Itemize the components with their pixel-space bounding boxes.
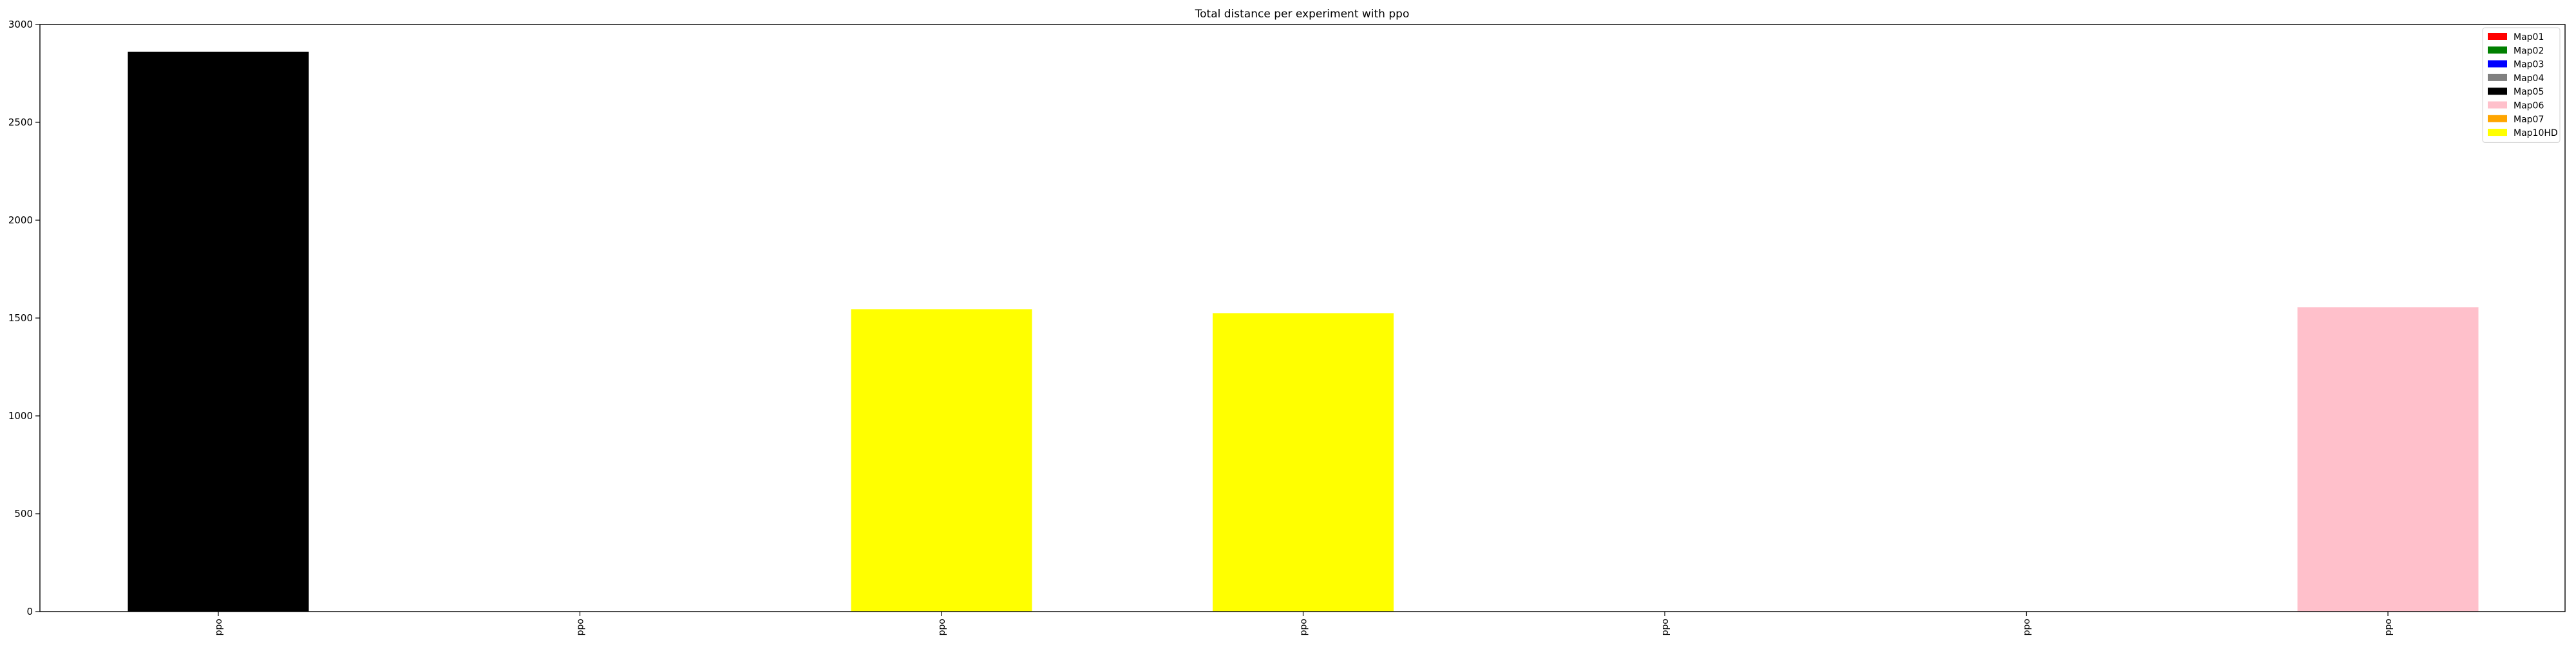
- y-tick-label: 2000: [8, 214, 33, 226]
- legend-swatch: [2488, 46, 2507, 54]
- x-tick-label: ppo: [576, 619, 586, 635]
- y-tick-label: 0: [26, 606, 33, 617]
- x-tick-label: ppo: [937, 619, 947, 635]
- x-tick-label: ppo: [214, 619, 224, 635]
- legend-label: Map10HD: [2514, 128, 2558, 138]
- legend-swatch: [2488, 33, 2507, 40]
- legend-label: Map03: [2514, 60, 2544, 70]
- bars-layer: [128, 52, 2479, 612]
- x-tick-label: ppo: [1660, 619, 1671, 635]
- legend-swatch: [2488, 115, 2507, 122]
- legend-box: [2482, 27, 2561, 143]
- plot-frame: [39, 24, 2566, 612]
- y-tick-label: 3000: [8, 19, 33, 30]
- bar: [2297, 307, 2479, 612]
- legend: Map01 Map02 Map03 Map04 Map05 Map06 Map07 Map10…: [2482, 27, 2561, 143]
- y-tick-label: 500: [14, 508, 33, 520]
- legend-swatch: [2488, 88, 2507, 95]
- legend-label: Map04: [2514, 73, 2544, 84]
- bar: [128, 52, 309, 612]
- legend-label: Map07: [2514, 115, 2544, 125]
- bar: [1213, 313, 1394, 612]
- x-tick-label: ppo: [1299, 619, 1309, 635]
- x-tick-label: ppo: [2383, 619, 2394, 635]
- chart-title: Total distance per experiment with ppo: [1195, 8, 1410, 21]
- legend-swatch: [2488, 101, 2507, 109]
- legend-swatch: [2488, 73, 2507, 81]
- legend-label: Map06: [2514, 101, 2544, 111]
- bar: [851, 309, 1032, 612]
- y-axis: 0 500 1000 1500 2000 2500 3000: [8, 19, 40, 617]
- legend-swatch: [2488, 60, 2507, 68]
- x-tick-label: ppo: [2022, 619, 2032, 635]
- legend-label: Map05: [2514, 87, 2544, 97]
- x-axis: ppo ppo ppo ppo ppo ppo ppo: [214, 612, 2394, 635]
- legend-label: Map02: [2514, 46, 2544, 56]
- legend-label: Map01: [2514, 32, 2544, 42]
- y-tick-label: 2500: [8, 117, 33, 128]
- legend-swatch: [2488, 129, 2507, 136]
- y-tick-label: 1000: [8, 410, 33, 422]
- y-tick-label: 1500: [8, 312, 33, 324]
